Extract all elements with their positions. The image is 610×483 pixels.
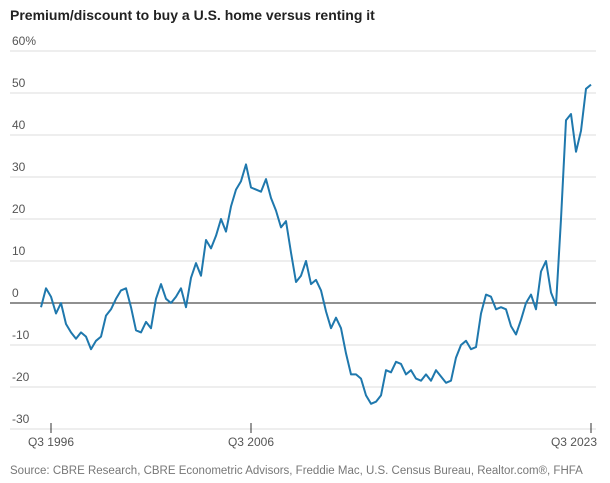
y-tick-label: 40 [12,118,26,132]
y-tick-label: 30 [12,160,26,174]
source: Source: CBRE Research, CBRE Econometric … [10,465,583,477]
y-tick-label: 50 [12,76,26,90]
line [40,83,592,405]
chart-title: Premium/discount to buy a U.S. home vers… [10,7,375,23]
y-tick-label: -10 [12,328,30,342]
y-tick-label: 10 [12,244,26,258]
x-tick-label: Q3 2006 [228,435,274,449]
y-tick-label: 0 [12,286,19,300]
y-tick-label: 20 [12,202,26,216]
y-tick-label: -30 [12,412,30,426]
y-tick-label: 60% [12,34,36,48]
x-tick-label: Q3 2023 [551,435,597,449]
y-tick-label: -20 [12,370,30,384]
x-tick-label: Q3 1996 [28,435,74,449]
